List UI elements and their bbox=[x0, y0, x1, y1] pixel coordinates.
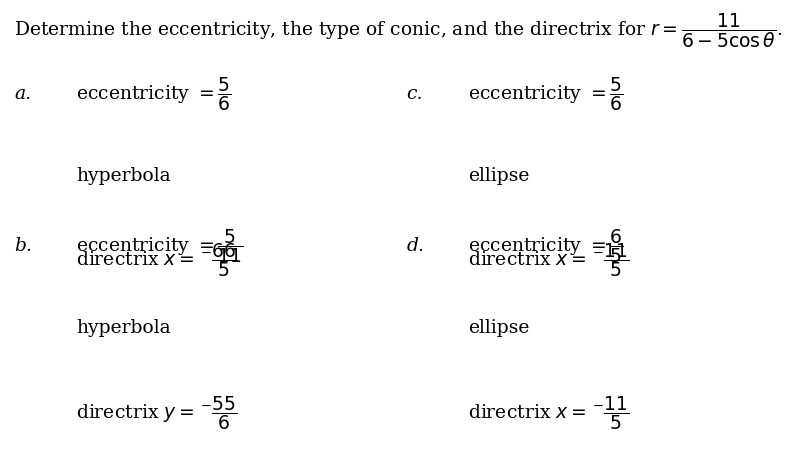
Text: directrix $x = {^-\!\dfrac{11}{5}}$: directrix $x = {^-\!\dfrac{11}{5}}$ bbox=[468, 394, 630, 431]
Text: ellipse: ellipse bbox=[468, 167, 530, 185]
Text: eccentricity $= \dfrac{5}{6}$: eccentricity $= \dfrac{5}{6}$ bbox=[468, 75, 623, 113]
Text: directrix $x = {^-\!\dfrac{11}{5}}$: directrix $x = {^-\!\dfrac{11}{5}}$ bbox=[468, 242, 630, 279]
Text: Determine the eccentricity, the type of conic, and the directrix for $r = \dfrac: Determine the eccentricity, the type of … bbox=[14, 11, 783, 50]
Text: b.: b. bbox=[14, 237, 32, 255]
Text: directrix $y = {^-\!\dfrac{55}{6}}$: directrix $y = {^-\!\dfrac{55}{6}}$ bbox=[76, 394, 238, 431]
Text: a.: a. bbox=[14, 85, 31, 103]
Text: hyperbola: hyperbola bbox=[76, 319, 170, 337]
Text: directrix $x = {^-\!\dfrac{66}{5}}$: directrix $x = {^-\!\dfrac{66}{5}}$ bbox=[76, 242, 238, 279]
Text: d.: d. bbox=[406, 237, 424, 255]
Text: hyperbola: hyperbola bbox=[76, 167, 170, 185]
Text: c.: c. bbox=[406, 85, 423, 103]
Text: ellipse: ellipse bbox=[468, 319, 530, 337]
Text: eccentricity $= \dfrac{5}{6}$: eccentricity $= \dfrac{5}{6}$ bbox=[76, 75, 231, 113]
Text: eccentricity $= \dfrac{6}{5}$: eccentricity $= \dfrac{6}{5}$ bbox=[468, 227, 623, 265]
Text: eccentricity $= \dfrac{5}{11}$: eccentricity $= \dfrac{5}{11}$ bbox=[76, 227, 243, 265]
